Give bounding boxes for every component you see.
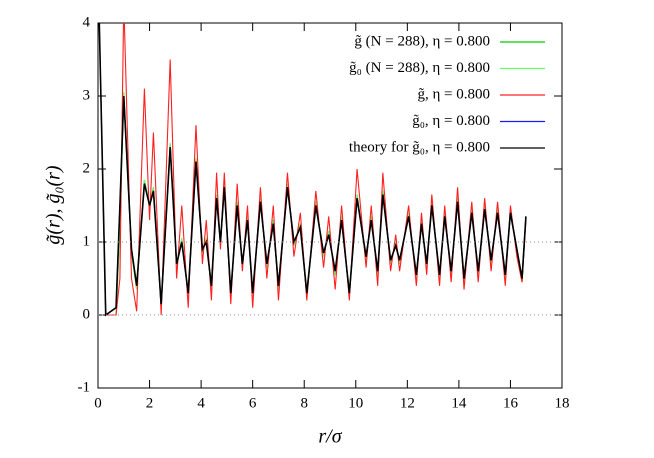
legend-label: g̃ (N = 288), η = 0.800 <box>354 33 490 49</box>
y-tick-label: 1 <box>83 233 91 249</box>
x-tick-label: 8 <box>300 395 308 411</box>
x-tick-label: 10 <box>348 395 363 411</box>
series-line <box>98 23 527 317</box>
x-tick-label: 18 <box>555 395 570 411</box>
y-tick-label: 2 <box>83 160 91 176</box>
legend-label: theory for g̃₀, η = 0.800 <box>349 139 490 155</box>
x-axis-label: r/σ <box>318 426 342 448</box>
y-tick-label: 0 <box>83 306 91 322</box>
y-tick-label: 4 <box>83 14 91 30</box>
x-tick-label: 2 <box>146 395 154 411</box>
plot-frame <box>97 22 563 389</box>
x-tick-label: 12 <box>400 395 415 411</box>
y-tick-label: 3 <box>83 87 91 103</box>
x-tick-label: 0 <box>94 395 102 411</box>
y-axis-label: g̃(r), g̃₀(r) <box>43 165 65 245</box>
legend-label: g̃₀ (N = 288), η = 0.800 <box>349 60 490 76</box>
plot-lines <box>98 23 527 317</box>
x-tick-label: 14 <box>451 395 467 411</box>
legend-label: g̃, η = 0.800 <box>417 86 490 102</box>
x-tick-label: 6 <box>249 395 257 411</box>
legend-label: g̃₀, η = 0.800 <box>412 113 490 129</box>
x-tick-label: 4 <box>197 395 205 411</box>
y-tick-label: -1 <box>78 379 91 395</box>
x-tick-label: 16 <box>503 395 519 411</box>
